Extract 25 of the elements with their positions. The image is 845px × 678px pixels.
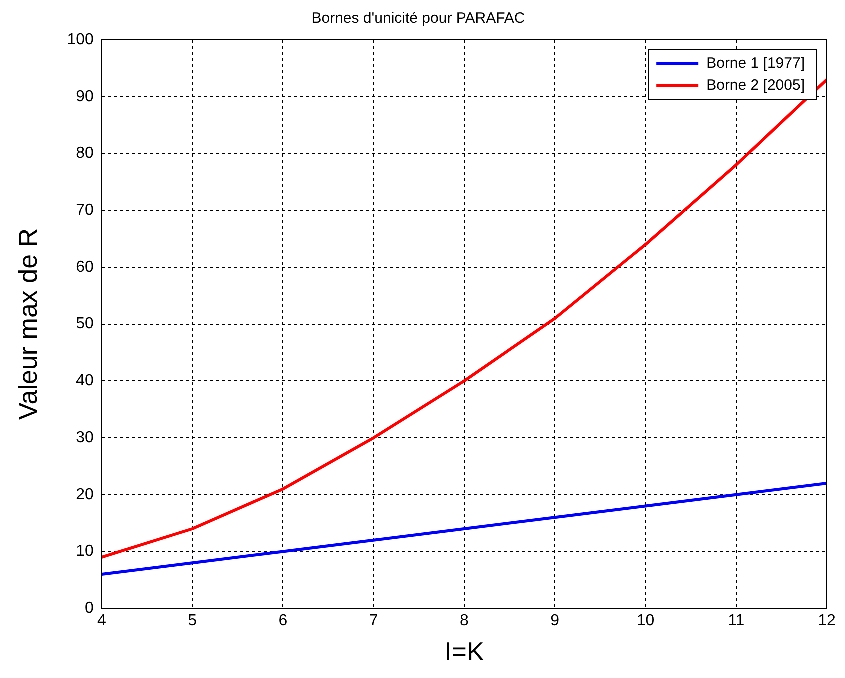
x-tick-label: 4 — [97, 612, 106, 630]
y-tick-label: 90 — [76, 88, 94, 106]
x-tick-label: 7 — [369, 612, 378, 630]
y-tick-label: 30 — [76, 429, 94, 446]
x-tick-label: 10 — [636, 612, 655, 630]
y-tick-label: 60 — [76, 258, 94, 276]
x-axis-title: I=K — [444, 636, 485, 667]
legend-label: Borne 2 [2005] — [706, 77, 806, 94]
y-tick-label: 20 — [76, 486, 94, 504]
y-tick-label: 40 — [76, 372, 94, 390]
y-tick-label: 80 — [76, 145, 94, 162]
x-tick-label: 11 — [728, 612, 745, 630]
y-tick-label: 50 — [76, 316, 94, 333]
y-tick-label: 70 — [76, 202, 94, 219]
x-tick-label: 12 — [818, 612, 836, 630]
x-tick-label: 5 — [188, 612, 198, 630]
y-tick-label: 100 — [67, 31, 94, 48]
y-tick-label: 0 — [84, 600, 94, 618]
x-tick-label: 6 — [278, 612, 288, 630]
y-tick-label: 10 — [76, 543, 94, 560]
x-tick-label: 9 — [550, 612, 560, 630]
legend-label: Borne 1 [1977] — [706, 55, 806, 72]
x-tick-label: 8 — [460, 612, 469, 630]
y-axis-title: Valeur max de R — [12, 228, 43, 420]
chart-title: Bornes d'unicité pour PARAFAC — [312, 10, 526, 28]
